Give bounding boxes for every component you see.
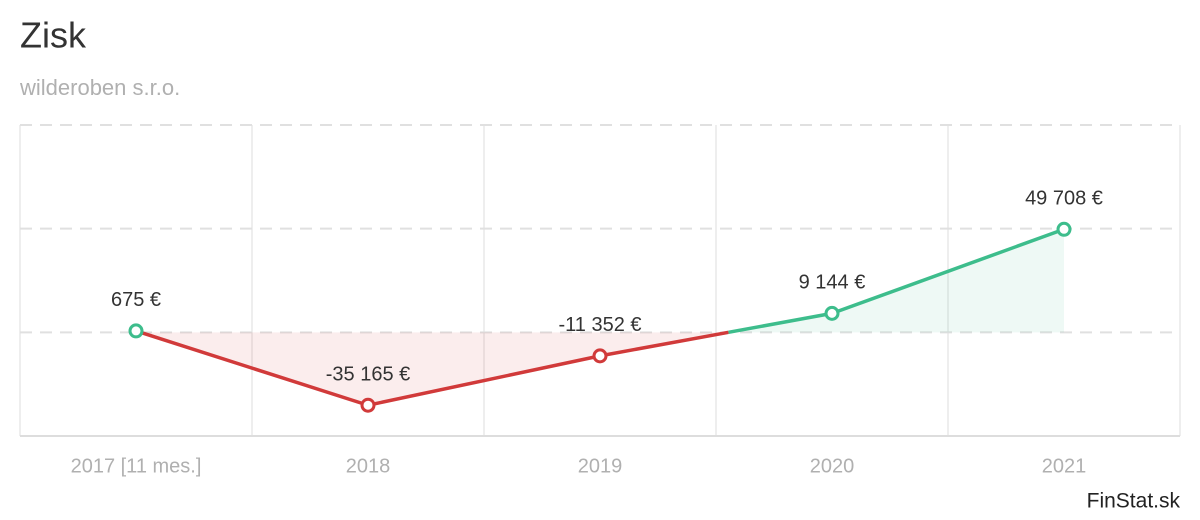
area: [368, 332, 600, 406]
line-segment: [728, 311, 833, 335]
x-tick-label: 2018: [346, 455, 391, 477]
point: [360, 397, 376, 413]
data-label: -11 352 €: [558, 314, 641, 336]
point: [1056, 221, 1072, 237]
x-tick-label: 2019: [578, 455, 623, 477]
area: [832, 229, 1064, 333]
x-tick-label: 2021: [1042, 455, 1087, 477]
x-tick-label: 2017 [11 mes.]: [71, 455, 202, 477]
data-label: -35 165 €: [326, 364, 411, 386]
chart-title: Zisk: [20, 15, 87, 56]
data-label: 675 €: [111, 289, 161, 311]
data-label: 9 144 €: [799, 272, 866, 294]
chart-subtitle: wilderoben s.r.o.: [19, 75, 180, 100]
line-segment: [831, 227, 1065, 316]
line-segment: [139, 330, 369, 407]
point: [592, 348, 608, 364]
line-segment: [367, 354, 601, 407]
x-tick-label: 2020: [810, 455, 855, 477]
source: FinStat.sk: [1087, 490, 1181, 513]
point: [128, 323, 144, 339]
data-label: 49 708 €: [1025, 188, 1103, 210]
line-segment: [599, 330, 729, 358]
point: [824, 305, 840, 321]
